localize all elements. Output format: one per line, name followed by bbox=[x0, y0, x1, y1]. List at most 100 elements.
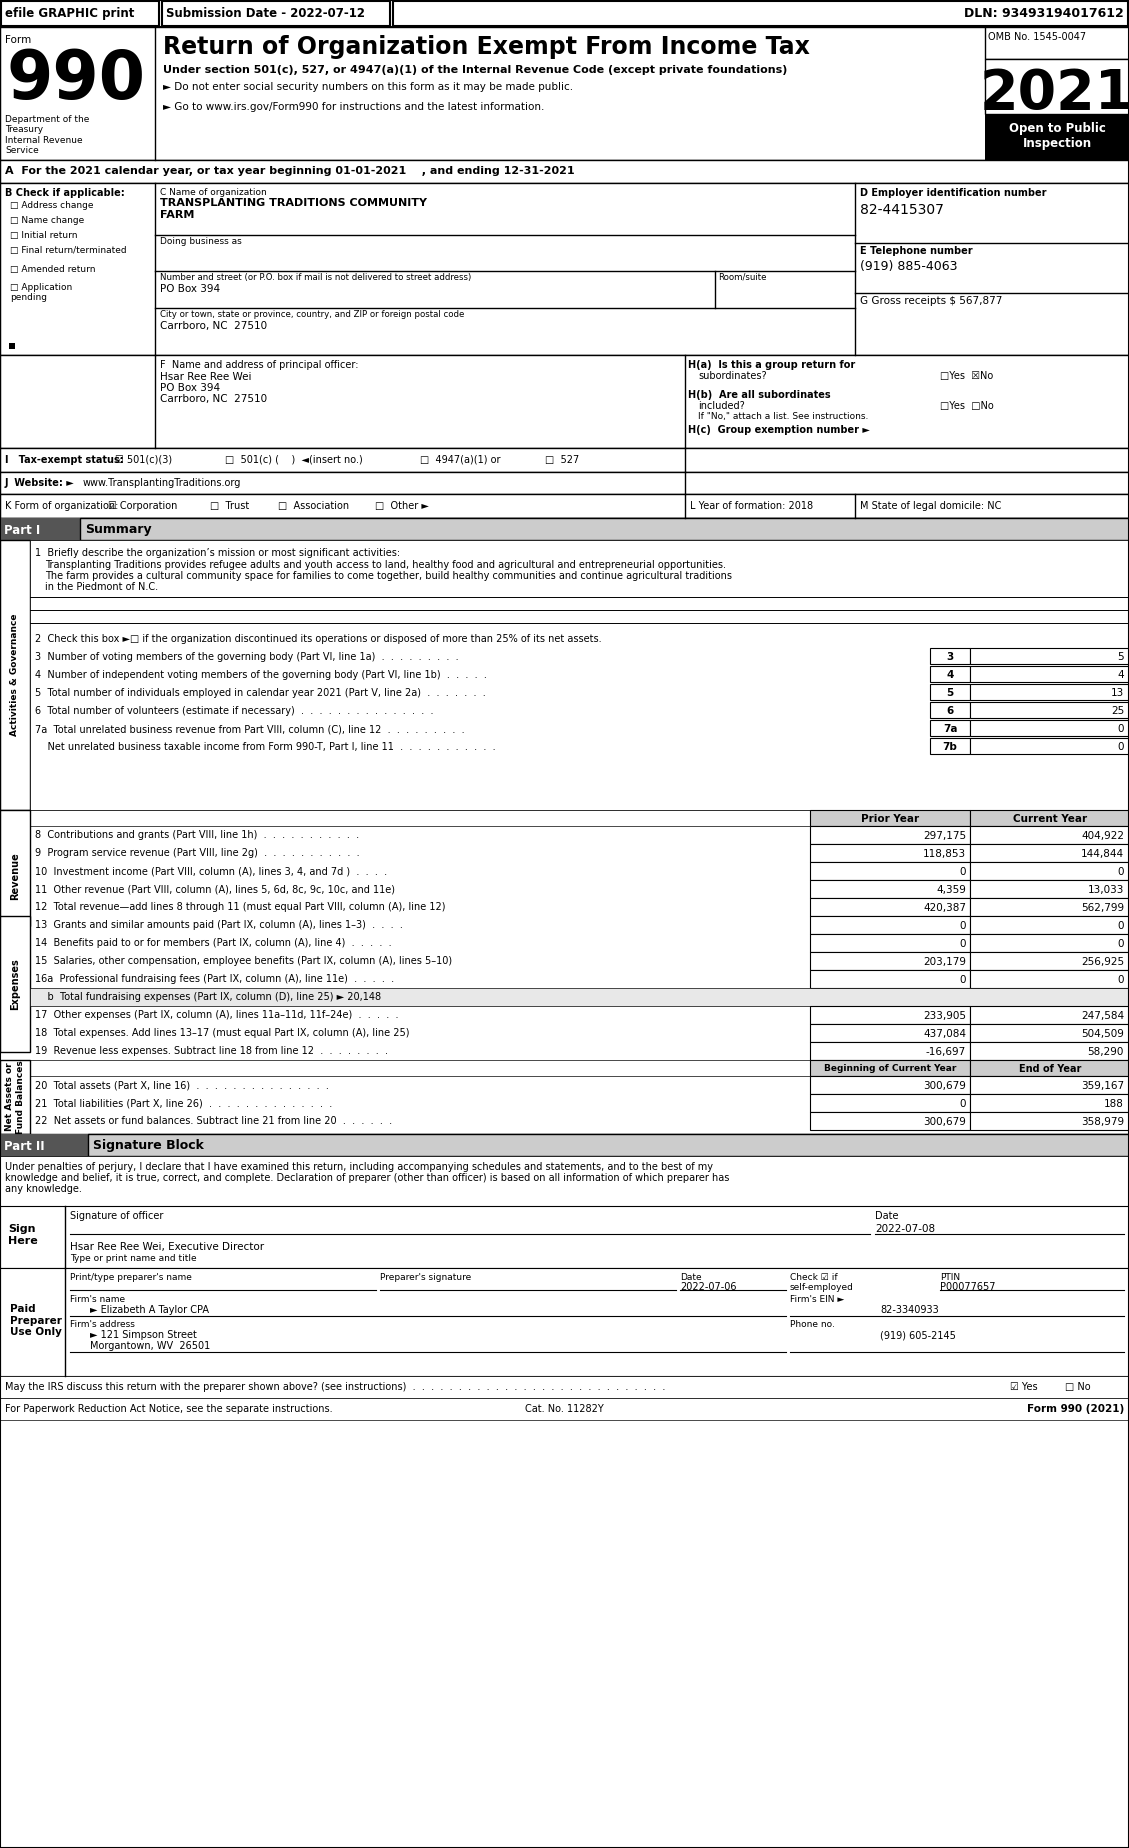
Text: J  Website: ►: J Website: ► bbox=[5, 479, 75, 488]
Bar bbox=[809, 970, 970, 989]
Text: 504,509: 504,509 bbox=[1082, 1029, 1124, 1039]
Text: 0: 0 bbox=[960, 976, 966, 985]
Bar bbox=[809, 861, 970, 880]
Text: efile GRAPHIC print: efile GRAPHIC print bbox=[5, 7, 134, 20]
Text: b  Total fundraising expenses (Part IX, column (D), line 25) ► 20,148: b Total fundraising expenses (Part IX, c… bbox=[35, 992, 382, 1002]
Text: 18  Total expenses. Add lines 13–17 (must equal Part IX, column (A), line 25): 18 Total expenses. Add lines 13–17 (must… bbox=[35, 1027, 410, 1039]
Text: For Paperwork Reduction Act Notice, see the separate instructions.: For Paperwork Reduction Act Notice, see … bbox=[5, 1404, 333, 1414]
Text: 256,925: 256,925 bbox=[1080, 957, 1124, 967]
Bar bbox=[970, 649, 1129, 663]
Bar bbox=[930, 721, 970, 736]
Text: 16a  Professional fundraising fees (Part IX, column (A), line 11e)  .  .  .  .  : 16a Professional fundraising fees (Part … bbox=[35, 974, 394, 983]
Text: 2022-07-08: 2022-07-08 bbox=[875, 1223, 935, 1234]
Text: Room/suite: Room/suite bbox=[718, 274, 767, 283]
Text: 2022-07-06: 2022-07-06 bbox=[680, 1283, 736, 1292]
Text: Under section 501(c), 527, or 4947(a)(1) of the Internal Revenue Code (except pr: Under section 501(c), 527, or 4947(a)(1)… bbox=[163, 65, 787, 76]
Text: 4  Number of independent voting members of the governing body (Part VI, line 1b): 4 Number of independent voting members o… bbox=[35, 671, 487, 680]
Text: Signature Block: Signature Block bbox=[93, 1138, 204, 1151]
Text: Firm's address: Firm's address bbox=[70, 1319, 134, 1329]
Text: Beginning of Current Year: Beginning of Current Year bbox=[824, 1064, 956, 1074]
Bar bbox=[970, 1076, 1129, 1094]
Text: ☑ Corporation: ☑ Corporation bbox=[108, 501, 177, 512]
Bar bbox=[0, 917, 30, 1052]
Bar bbox=[970, 933, 1129, 952]
Text: 247,584: 247,584 bbox=[1080, 1011, 1124, 1020]
Text: Revenue: Revenue bbox=[10, 852, 20, 900]
Bar bbox=[809, 809, 970, 826]
Bar bbox=[970, 665, 1129, 682]
Text: Hsar Ree Ree Wei, Executive Director: Hsar Ree Ree Wei, Executive Director bbox=[70, 1242, 264, 1251]
Bar bbox=[0, 447, 1129, 471]
Text: 14  Benefits paid to or for members (Part IX, column (A), line 4)  .  .  .  .  .: 14 Benefits paid to or for members (Part… bbox=[35, 939, 392, 948]
Bar bbox=[0, 1061, 30, 1135]
Bar bbox=[809, 917, 970, 933]
Bar bbox=[1, 2, 159, 26]
Text: C Name of organization: C Name of organization bbox=[160, 188, 266, 198]
Text: F  Name and address of principal officer:: F Name and address of principal officer: bbox=[160, 360, 359, 370]
Text: 3: 3 bbox=[946, 652, 954, 662]
Text: 297,175: 297,175 bbox=[922, 832, 966, 841]
Bar bbox=[0, 28, 1129, 161]
Text: Hsar Ree Ree Wei: Hsar Ree Ree Wei bbox=[160, 371, 252, 383]
Text: Form: Form bbox=[5, 35, 32, 44]
Text: 4: 4 bbox=[946, 671, 954, 680]
Text: 203,179: 203,179 bbox=[924, 957, 966, 967]
Text: If "No," attach a list. See instructions.: If "No," attach a list. See instructions… bbox=[698, 412, 868, 421]
Text: Number and street (or P.O. box if mail is not delivered to street address): Number and street (or P.O. box if mail i… bbox=[160, 274, 471, 283]
Text: Submission Date - 2022-07-12: Submission Date - 2022-07-12 bbox=[166, 7, 365, 20]
Text: 990: 990 bbox=[7, 46, 146, 113]
Bar bbox=[0, 1268, 1129, 1377]
Text: ☑ Yes: ☑ Yes bbox=[1010, 1382, 1038, 1392]
Bar bbox=[30, 989, 1129, 1005]
Bar bbox=[809, 1076, 970, 1094]
Bar bbox=[161, 2, 390, 26]
Text: Type or print name and title: Type or print name and title bbox=[70, 1255, 196, 1262]
Bar bbox=[970, 737, 1129, 754]
Text: Preparer's signature: Preparer's signature bbox=[380, 1273, 471, 1283]
Text: 21  Total liabilities (Part X, line 26)  .  .  .  .  .  .  .  .  .  .  .  .  .  : 21 Total liabilities (Part X, line 26) .… bbox=[35, 1098, 332, 1109]
Bar bbox=[0, 517, 80, 540]
Bar bbox=[970, 952, 1129, 970]
Bar bbox=[9, 344, 15, 349]
Bar bbox=[984, 115, 1129, 161]
Bar bbox=[970, 1112, 1129, 1129]
Text: 300,679: 300,679 bbox=[924, 1081, 966, 1090]
Bar bbox=[930, 665, 970, 682]
Text: 2  Check this box ►□ if the organization discontinued its operations or disposed: 2 Check this box ►□ if the organization … bbox=[35, 634, 602, 643]
Text: ► Elizabeth A Taylor CPA: ► Elizabeth A Taylor CPA bbox=[90, 1305, 209, 1316]
Text: D Employer identification number: D Employer identification number bbox=[860, 188, 1047, 198]
Text: □  Trust: □ Trust bbox=[210, 501, 250, 512]
Bar bbox=[970, 861, 1129, 880]
Text: I   Tax-exempt status:: I Tax-exempt status: bbox=[5, 455, 124, 466]
Text: □ Amended return: □ Amended return bbox=[10, 264, 96, 274]
Bar bbox=[809, 1112, 970, 1129]
Bar bbox=[88, 1135, 1129, 1157]
Bar bbox=[970, 809, 1129, 826]
Text: 300,679: 300,679 bbox=[924, 1116, 966, 1127]
Bar bbox=[0, 540, 30, 809]
Text: Expenses: Expenses bbox=[10, 957, 20, 1009]
Text: 12  Total revenue—add lines 8 through 11 (must equal Part VIII, column (A), line: 12 Total revenue—add lines 8 through 11 … bbox=[35, 902, 446, 913]
Text: □ Final return/terminated: □ Final return/terminated bbox=[10, 246, 126, 255]
Text: Net unrelated business taxable income from Form 990-T, Part I, line 11  .  .  . : Net unrelated business taxable income fr… bbox=[35, 743, 496, 752]
Text: 6: 6 bbox=[946, 706, 954, 715]
Text: □  Other ►: □ Other ► bbox=[375, 501, 429, 512]
Text: Cat. No. 11282Y: Cat. No. 11282Y bbox=[525, 1404, 603, 1414]
Text: Paid
Preparer
Use Only: Paid Preparer Use Only bbox=[10, 1305, 62, 1338]
Text: Part I: Part I bbox=[5, 525, 41, 538]
Text: □ Address change: □ Address change bbox=[10, 201, 94, 211]
Text: PO Box 394: PO Box 394 bbox=[160, 285, 220, 294]
Bar bbox=[809, 1024, 970, 1042]
Text: FARM: FARM bbox=[160, 211, 194, 220]
Text: End of Year: End of Year bbox=[1018, 1064, 1082, 1074]
Bar bbox=[80, 517, 1129, 540]
Text: P00077657: P00077657 bbox=[940, 1283, 996, 1292]
Text: OMB No. 1545-0047: OMB No. 1545-0047 bbox=[988, 31, 1086, 43]
Bar bbox=[0, 1377, 1129, 1397]
Text: Current Year: Current Year bbox=[1013, 813, 1087, 824]
Bar bbox=[0, 1397, 1129, 1419]
Text: Net Assets or
Fund Balances: Net Assets or Fund Balances bbox=[6, 1061, 25, 1135]
Text: 58,290: 58,290 bbox=[1087, 1048, 1124, 1057]
Text: knowledge and belief, it is true, correct, and complete. Declaration of preparer: knowledge and belief, it is true, correc… bbox=[5, 1173, 729, 1183]
Text: 562,799: 562,799 bbox=[1080, 904, 1124, 913]
